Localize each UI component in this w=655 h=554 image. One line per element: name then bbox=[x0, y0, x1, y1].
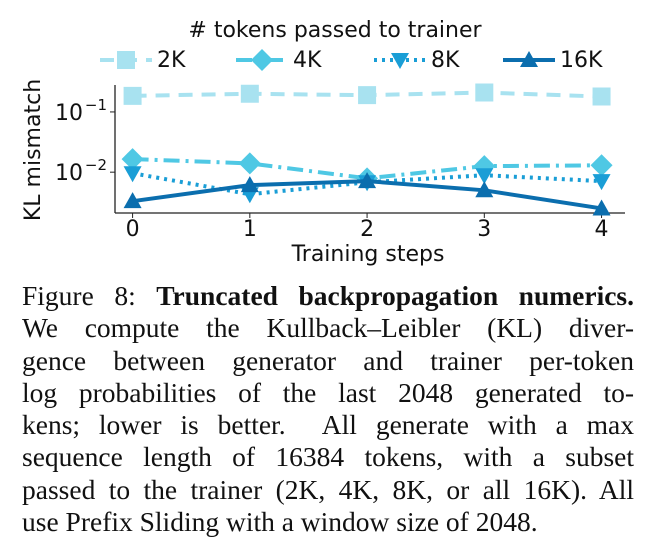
point bbox=[592, 174, 611, 191]
caption: Figure 8: Truncated backpropagation nume… bbox=[22, 280, 634, 538]
legend-label: 4K bbox=[293, 48, 322, 73]
x-tick-label: 3 bbox=[477, 217, 491, 242]
legend-marker bbox=[117, 51, 135, 69]
y-tick-label: 10 −2 bbox=[55, 156, 107, 187]
y-axis-label: KL mismatch bbox=[21, 79, 46, 221]
point bbox=[590, 154, 613, 177]
caption-label: Figure 8: bbox=[22, 280, 136, 311]
point bbox=[475, 83, 494, 102]
legend-marker bbox=[391, 53, 409, 69]
legend-marker bbox=[251, 49, 273, 71]
caption-line: log probabilities of the last 2048 gener… bbox=[22, 376, 634, 408]
y-tick-label: 10 −1 bbox=[55, 95, 107, 126]
caption-title: Truncated backpropagation numerics. bbox=[156, 280, 634, 311]
point bbox=[358, 86, 377, 105]
point bbox=[123, 192, 142, 209]
caption-line: kens; lower is better. All generate with… bbox=[22, 409, 634, 441]
y-tick-exponent: −1 bbox=[85, 95, 107, 113]
x-axis-label: Training steps bbox=[291, 242, 445, 267]
point bbox=[592, 199, 611, 216]
y-tick-exponent: −2 bbox=[85, 156, 107, 174]
series-line bbox=[132, 171, 602, 197]
caption-line: We compute the Kullback–Leibler (KL) div… bbox=[22, 312, 634, 344]
x-tick-label: 2 bbox=[360, 217, 374, 242]
legend-title: # tokens passed to trainer bbox=[188, 18, 482, 43]
point bbox=[238, 152, 261, 175]
legend-label: 16K bbox=[560, 48, 603, 73]
caption-line: passed to the trainer (2K, 4K, 8K, or al… bbox=[22, 473, 634, 505]
caption-line: Figure 8: Truncated backpropagation nume… bbox=[22, 280, 634, 312]
point bbox=[121, 148, 144, 171]
point bbox=[475, 181, 494, 198]
point bbox=[123, 166, 142, 183]
point bbox=[240, 176, 259, 193]
point bbox=[592, 87, 611, 106]
y-tick-base: 10 bbox=[55, 101, 83, 126]
legend-label: 8K bbox=[431, 48, 460, 73]
x-tick-label: 4 bbox=[595, 217, 609, 242]
chart: # tokens passed to trainer Training step… bbox=[21, 18, 625, 267]
legend-marker bbox=[520, 51, 538, 67]
point bbox=[358, 172, 377, 189]
caption-line: gence between generator and trainer per-… bbox=[22, 344, 634, 376]
caption-line: sequence length of 16384 tokens, with a … bbox=[22, 441, 634, 473]
point bbox=[123, 86, 142, 105]
x-tick-label: 0 bbox=[126, 217, 140, 242]
legend-label: 2K bbox=[157, 48, 186, 73]
x-tick-label: 1 bbox=[243, 217, 257, 242]
caption-line: use Prefix Sliding with a window size of… bbox=[22, 506, 538, 538]
point bbox=[475, 168, 494, 185]
y-tick-base: 10 bbox=[55, 161, 83, 186]
point bbox=[240, 84, 259, 103]
